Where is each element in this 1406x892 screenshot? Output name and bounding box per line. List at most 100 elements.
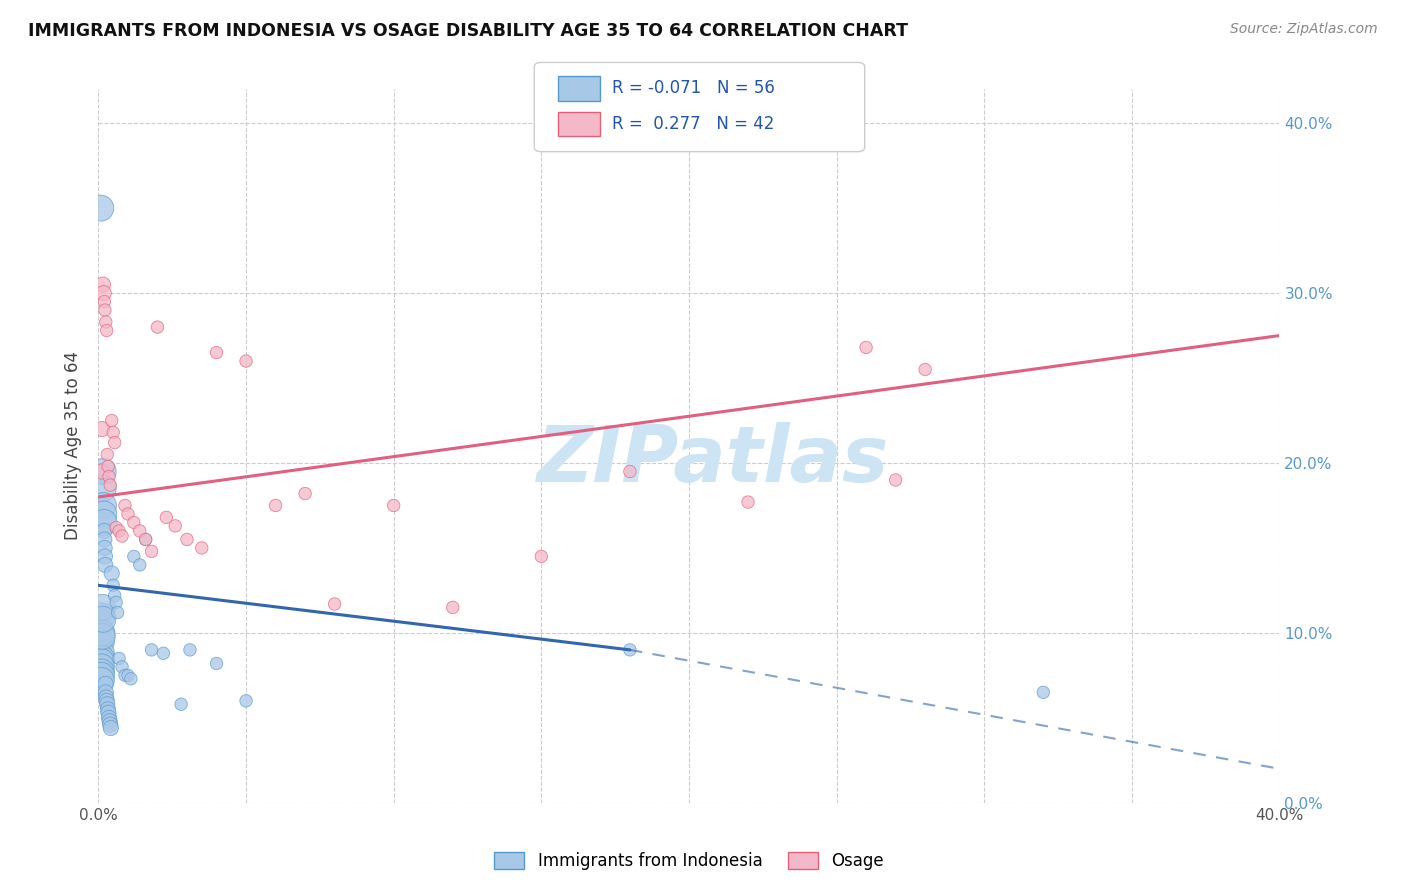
Point (97, 702, 120, 716)
Point (90, 660, 112, 674)
Point (914, 362, 936, 376)
Point (98, 714, 121, 729)
Point (91, 626, 114, 640)
Point (94, 549, 117, 564)
Point (122, 516, 145, 530)
Point (205, 657, 228, 671)
Point (235, 354, 257, 368)
Point (90, 201, 112, 215)
Point (90, 665, 112, 679)
Point (91, 629, 114, 643)
Point (103, 578, 125, 592)
Point (91, 612, 114, 626)
Point (128, 524, 150, 538)
Point (191, 541, 214, 555)
Text: ZIPatlas: ZIPatlas (537, 422, 889, 499)
Point (122, 549, 145, 564)
Point (93, 507, 115, 521)
Text: R =  0.277   N = 42: R = 0.277 N = 42 (612, 115, 773, 133)
Point (114, 668, 136, 682)
Point (737, 495, 759, 509)
Point (90, 651, 112, 665)
Point (1032, 685, 1054, 699)
Point (93, 533, 115, 547)
Point (530, 549, 553, 564)
Point (97, 706, 120, 720)
Point (114, 499, 136, 513)
Point (93, 286, 115, 301)
Point (107, 606, 129, 620)
Point (111, 529, 134, 543)
Point (98, 469, 121, 483)
Point (97, 459, 120, 474)
Point (96, 698, 118, 712)
Point (884, 473, 907, 487)
Point (94, 677, 117, 691)
Legend: Immigrants from Indonesia, Osage: Immigrants from Indonesia, Osage (488, 845, 890, 877)
Point (103, 425, 125, 440)
Point (235, 694, 257, 708)
Point (117, 507, 139, 521)
Point (105, 520, 128, 534)
Point (90, 634, 112, 648)
Point (94, 685, 117, 699)
Point (91, 608, 114, 623)
Point (90, 668, 112, 682)
Point (205, 345, 228, 359)
Point (619, 643, 641, 657)
Point (90, 465, 112, 479)
Point (90, 673, 112, 688)
Point (176, 533, 198, 547)
Text: Source: ZipAtlas.com: Source: ZipAtlas.com (1230, 22, 1378, 37)
Point (91, 600, 114, 615)
Point (91, 465, 114, 479)
Point (93, 541, 115, 555)
Point (619, 465, 641, 479)
Point (294, 486, 316, 500)
Point (441, 600, 464, 615)
Point (155, 510, 177, 524)
Point (91, 277, 114, 292)
Point (100, 566, 122, 581)
Point (135, 533, 157, 547)
Point (165, 519, 187, 533)
Point (96, 448, 118, 462)
Text: R = -0.071   N = 56: R = -0.071 N = 56 (612, 79, 775, 97)
Point (117, 668, 139, 682)
Point (91, 422, 114, 436)
Point (108, 524, 131, 538)
Point (98, 478, 121, 492)
Point (152, 646, 174, 660)
Point (94, 558, 117, 572)
Point (170, 698, 193, 712)
Y-axis label: Disability Age 35 to 64: Disability Age 35 to 64 (65, 351, 83, 541)
Point (93, 516, 115, 530)
Point (93, 294, 115, 309)
Point (179, 643, 201, 657)
Point (323, 597, 346, 611)
Point (108, 651, 131, 665)
Point (96, 694, 118, 708)
Point (91, 482, 114, 496)
Point (141, 643, 163, 657)
Point (120, 672, 142, 686)
Point (93, 524, 115, 538)
Point (100, 413, 122, 427)
Point (98, 717, 121, 731)
Point (264, 499, 287, 513)
Point (90, 655, 112, 669)
Point (146, 320, 169, 334)
Point (141, 544, 163, 558)
Point (382, 499, 405, 513)
Point (94, 303, 117, 318)
Point (104, 435, 127, 450)
Point (94, 690, 117, 705)
Point (128, 558, 150, 572)
Point (93, 499, 115, 513)
Point (855, 341, 877, 355)
Text: IMMIGRANTS FROM INDONESIA VS OSAGE DISABILITY AGE 35 TO 64 CORRELATION CHART: IMMIGRANTS FROM INDONESIA VS OSAGE DISAB… (28, 22, 908, 40)
Point (100, 721, 122, 735)
Point (135, 533, 157, 547)
Point (94, 315, 117, 329)
Point (90, 646, 112, 660)
